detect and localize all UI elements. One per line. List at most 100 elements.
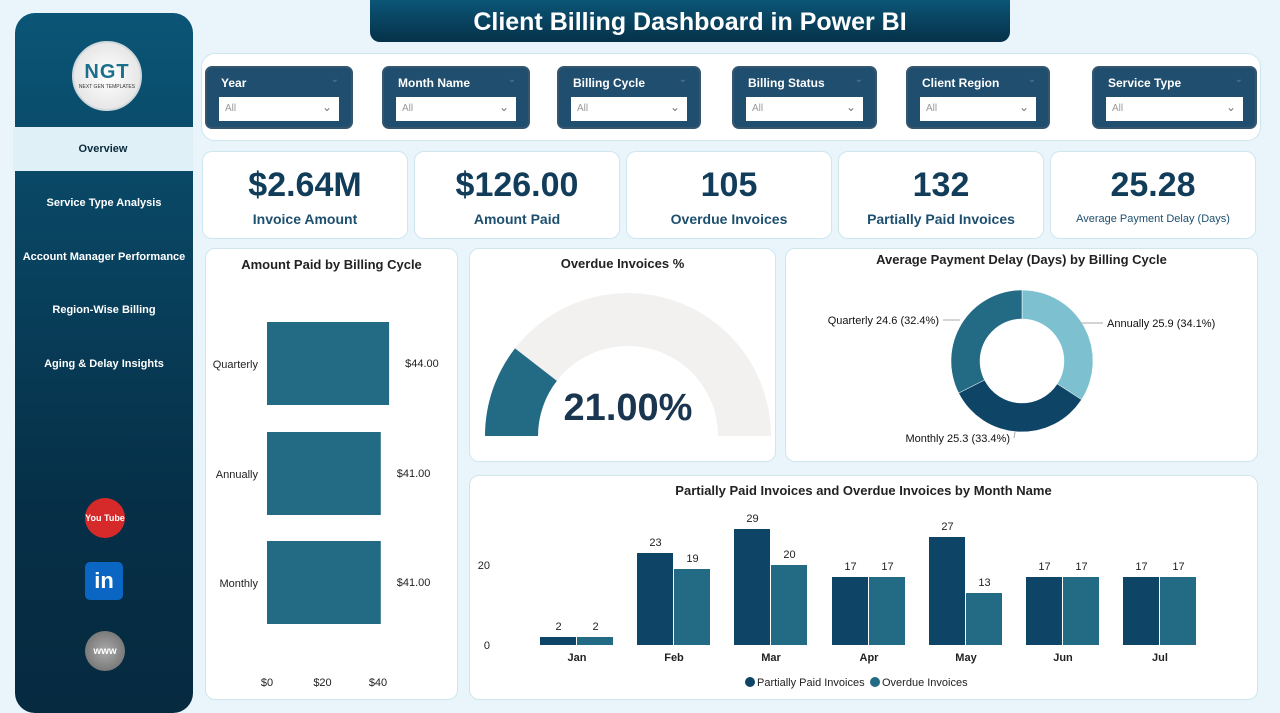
- data-label: 20: [783, 549, 795, 561]
- filter-label: Billing Cycle: [573, 76, 646, 90]
- column-bar: [771, 565, 807, 645]
- dropdown-value: All: [1112, 103, 1124, 114]
- filter-service-type: Service Type ⌄ All ⌄: [1092, 66, 1257, 129]
- data-label: 17: [1038, 561, 1050, 573]
- data-label: 17: [1135, 561, 1147, 573]
- column-bar: [966, 593, 1002, 645]
- data-label: 23: [649, 537, 661, 549]
- filter-panel: [201, 53, 1261, 141]
- kpi-card: 132 Partially Paid Invoices: [838, 151, 1044, 239]
- column-bar: [734, 529, 770, 645]
- dropdown-value: All: [926, 103, 938, 114]
- gauge-fill: [485, 348, 557, 436]
- chevron-down-icon[interactable]: ⌄: [678, 74, 687, 85]
- filter-label: Month Name: [398, 76, 470, 90]
- donut-slice: [950, 289, 1023, 394]
- sidebar-item-aging-delay-insights[interactable]: Aging & Delay Insights: [44, 358, 164, 370]
- youtube-icon[interactable]: You Tube: [85, 498, 125, 538]
- filter-client-region-dropdown[interactable]: All ⌄: [920, 97, 1036, 121]
- filter-service-type-dropdown[interactable]: All ⌄: [1106, 97, 1243, 121]
- donut-slice: [1021, 289, 1094, 401]
- kpi-card: $2.64M Invoice Amount: [202, 151, 408, 239]
- kpi-label: Invoice Amount: [252, 211, 358, 227]
- data-label: 13: [978, 577, 990, 589]
- data-label: $44.00: [405, 358, 439, 370]
- slice-label: Quarterly 24.6 (32.4%): [828, 315, 939, 327]
- bar: [267, 432, 381, 515]
- x-tick-label: $0: [261, 677, 273, 689]
- chevron-down-icon[interactable]: ⌄: [1234, 74, 1243, 85]
- data-label: 2: [555, 621, 561, 633]
- dropdown-value: All: [577, 103, 589, 114]
- filter-year-dropdown[interactable]: All ⌄: [219, 97, 339, 121]
- sidebar-item-region-wise-billing[interactable]: Region-Wise Billing: [52, 304, 156, 316]
- dropdown-value: All: [225, 103, 237, 114]
- chevron-down-icon: ⌄: [498, 100, 509, 114]
- sidebar: NGT NEXT GEN TEMPLATES Overview Service T…: [13, 13, 193, 713]
- chevron-down-icon: ⌄: [845, 100, 856, 114]
- column-bar: [929, 537, 965, 645]
- kpi-card: 105 Overdue Invoices: [626, 151, 832, 239]
- column-bar: [577, 637, 613, 645]
- filter-label: Billing Status: [748, 76, 825, 90]
- chevron-down-icon[interactable]: ⌄: [854, 74, 863, 85]
- category-label: Monthly: [219, 578, 258, 590]
- kpi-label: Amount Paid: [473, 211, 561, 227]
- y-tick-label: 0: [484, 640, 490, 652]
- filter-client-region: Client Region ⌄ All ⌄: [906, 66, 1050, 129]
- chevron-down-icon[interactable]: ⌄: [507, 74, 516, 85]
- logo-text: NGT: [84, 61, 130, 83]
- kpi-value: $2.64M: [248, 166, 362, 204]
- leader-line: [1013, 431, 1016, 439]
- x-tick-label: Jan: [568, 652, 587, 664]
- globe-www-icon[interactable]: www: [85, 631, 125, 671]
- filter-billing-status: Billing Status ⌄ All ⌄: [732, 66, 877, 129]
- dropdown-value: All: [402, 103, 414, 114]
- chevron-down-icon[interactable]: ⌄: [1027, 74, 1036, 85]
- column-bar: [637, 553, 673, 645]
- kpi-value: 132: [912, 166, 970, 204]
- column-bar: [832, 577, 868, 645]
- chevron-down-icon: ⌄: [1018, 100, 1029, 114]
- x-tick-label: Jun: [1053, 652, 1073, 664]
- filter-billing-cycle: Billing Cycle ⌄ All ⌄: [557, 66, 701, 129]
- chevron-down-icon: ⌄: [321, 100, 332, 114]
- column-bar: [1063, 577, 1099, 645]
- filter-billing-cycle-dropdown[interactable]: All ⌄: [571, 97, 687, 121]
- payment-delay-donut-chart: Average Payment Delay (Days) by Billing …: [785, 248, 1258, 462]
- legend-marker: [870, 677, 880, 687]
- y-tick-label: 20: [478, 560, 490, 572]
- legend-label: Partially Paid Invoices: [757, 677, 865, 689]
- slice-label: Monthly 25.3 (33.4%): [905, 433, 1010, 445]
- filter-billing-status-dropdown[interactable]: All ⌄: [746, 97, 863, 121]
- logo-subtitle: NEXT GEN TEMPLATES: [78, 84, 136, 90]
- x-tick-label: $40: [369, 677, 387, 689]
- data-label: 17: [1172, 561, 1184, 573]
- kpi-label: Overdue Invoices: [670, 211, 788, 227]
- donut-slice: [958, 379, 1082, 433]
- filter-month-name: Month Name ⌄ All ⌄: [382, 66, 530, 129]
- data-label: 17: [1075, 561, 1087, 573]
- data-label: 19: [686, 553, 698, 565]
- x-tick-label: $20: [313, 677, 331, 689]
- sidebar-item-account-manager-performance[interactable]: Account Manager Performance: [22, 251, 186, 263]
- chevron-down-icon: ⌄: [1225, 100, 1236, 114]
- column-bar: [1123, 577, 1159, 645]
- kpi-value: 25.28: [1110, 166, 1196, 204]
- column-bar: [674, 569, 710, 645]
- filter-year: Year ⌄ All ⌄: [205, 66, 353, 129]
- chart-title: Partially Paid Invoices and Overdue Invo…: [675, 483, 1052, 498]
- sidebar-item-service-type-analysis[interactable]: Service Type Analysis: [46, 197, 162, 209]
- page-title: Client Billing Dashboard in Power BI: [370, 0, 1010, 42]
- data-label: 2: [592, 621, 598, 633]
- chart-title: Overdue Invoices %: [560, 256, 685, 271]
- chevron-down-icon[interactable]: ⌄: [330, 74, 339, 85]
- dropdown-value: All: [752, 103, 764, 114]
- linkedin-icon[interactable]: in: [85, 562, 123, 600]
- legend-label: Overdue Invoices: [882, 677, 968, 689]
- column-bar: [1160, 577, 1196, 645]
- bar: [267, 541, 381, 624]
- sidebar-item-overview[interactable]: Overview: [13, 127, 193, 171]
- filter-month-name-dropdown[interactable]: All ⌄: [396, 97, 516, 121]
